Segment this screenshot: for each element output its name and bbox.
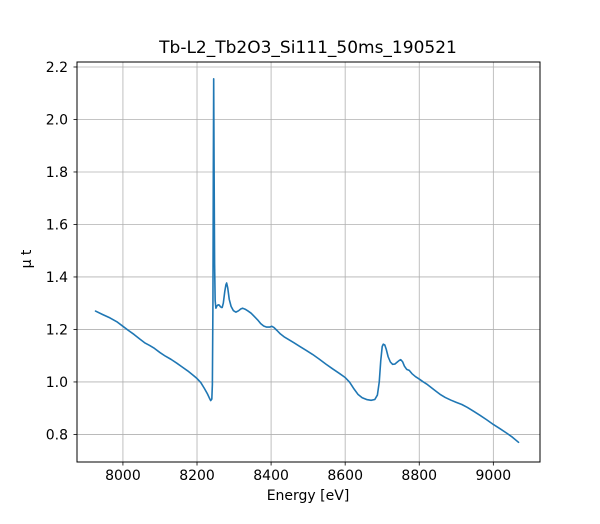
x-tick-label: 8000 — [105, 468, 141, 484]
y-tick-label: 2.0 — [46, 112, 68, 128]
y-tick-label: 1.8 — [46, 165, 68, 181]
y-tick-label: 1.2 — [46, 322, 68, 338]
y-tick-label: 1.0 — [46, 375, 68, 391]
y-axis-label: μ t — [19, 249, 35, 268]
x-tick-label: 8200 — [179, 468, 215, 484]
y-tick-label: 0.8 — [46, 427, 68, 443]
y-tick-label: 2.2 — [46, 60, 68, 76]
y-tick-label: 1.6 — [46, 217, 68, 233]
x-tick-label: 8600 — [327, 468, 363, 484]
tick-label-layer: 8000 8200 8400 8600 8800 9000 0.8 1.0 1.2 1.4 1.6 1… — [46, 60, 511, 484]
grid-layer — [77, 62, 540, 462]
y-tick-label: 1.4 — [46, 270, 68, 286]
x-tick-label: 8400 — [253, 468, 289, 484]
x-axis-label: Energy [eV] — [267, 488, 350, 504]
plot-title: Tb-L2_Tb2O3_Si111_50ms_190521 — [158, 38, 457, 58]
x-tick-label: 9000 — [476, 468, 512, 484]
axes-spines — [76, 61, 541, 463]
x-tick-label: 8800 — [401, 468, 437, 484]
spectrum-line — [94, 78, 520, 444]
tick-layer — [73, 66, 494, 466]
